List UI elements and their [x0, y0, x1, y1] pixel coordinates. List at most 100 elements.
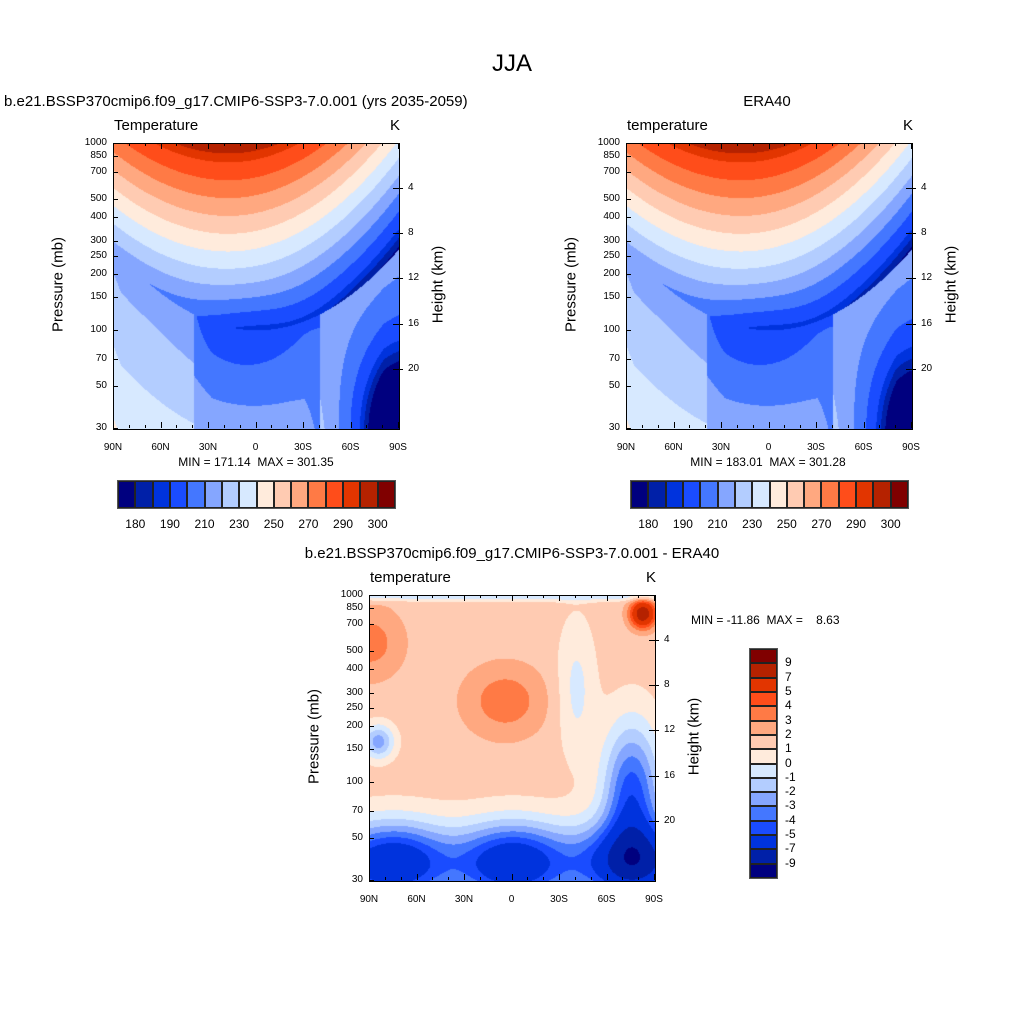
lat-minor-tick [271, 425, 273, 428]
temp-colorbar-obs-swatch [752, 481, 770, 508]
lat-tick [606, 874, 608, 880]
lat-tick-top [626, 143, 627, 149]
lat-minor-tick [382, 425, 384, 428]
height-tick-label: 8 [664, 679, 670, 691]
diff-colorbar-label: -1 [785, 769, 796, 784]
temp-colorbar-model-swatch [273, 481, 292, 508]
lat-tick-label: 60N [407, 894, 426, 905]
diff-colorbar-swatch [750, 806, 777, 821]
lat-minor-tick [318, 425, 320, 428]
lat-tick [398, 422, 399, 428]
diff-panel-ylabel-right: Height (km) [685, 697, 703, 775]
lat-tick [863, 422, 865, 428]
lat-tick-top [416, 595, 418, 601]
lat-tick-label: 30N [711, 442, 731, 453]
temp-colorbar-model-swatch [118, 481, 136, 508]
height-tick [393, 233, 399, 235]
lat-minor-tick-top [384, 595, 386, 598]
pressure-tick-label: 200 [346, 719, 363, 731]
lat-minor-tick-top [641, 143, 643, 146]
model-panel-units-label: K [390, 117, 401, 134]
height-tick [649, 730, 655, 732]
lat-minor-tick [847, 425, 849, 428]
temp-colorbar-obs-label: 230 [742, 517, 763, 531]
lat-minor-tick [689, 425, 691, 428]
lat-minor-tick [622, 877, 624, 880]
lat-tick-label: 30N [454, 894, 474, 905]
pressure-tick-label: 700 [346, 617, 363, 629]
temp-colorbar-model-swatch [135, 481, 153, 508]
lat-minor-tick [192, 425, 194, 428]
height-tick-outer [399, 278, 403, 280]
lat-minor-tick [432, 877, 434, 880]
lat-minor-tick-top [543, 595, 545, 598]
temp-colorbar-obs-swatch [734, 481, 753, 508]
temp-colorbar-obs-swatch [769, 481, 787, 508]
temp-colorbar-model-swatch [256, 481, 274, 508]
lat-minor-tick-top [239, 143, 241, 146]
pressure-tick [369, 811, 374, 813]
diff-colorbar-swatch [750, 777, 777, 793]
obs-panel-title: ERA40 [743, 93, 791, 110]
height-tick-outer [912, 188, 916, 190]
diff-colorbar-label: 9 [785, 655, 792, 670]
temp-colorbar-obs-label: 180 [638, 517, 659, 531]
diff-colorbar-swatch [750, 663, 777, 678]
pressure-tick [626, 330, 631, 332]
lat-minor-tick [705, 425, 707, 428]
obs-panel-ylabel-right: Height (km) [942, 245, 960, 323]
pressure-tick-label: 70 [608, 353, 620, 365]
pressure-tick [369, 608, 374, 610]
temp-colorbar-obs-swatch [890, 481, 908, 508]
lat-minor-tick-top [895, 143, 897, 146]
temp-colorbar-model-label: 250 [263, 517, 284, 531]
lat-minor-tick-top [622, 595, 624, 598]
lat-tick-label: 90N [103, 442, 123, 453]
lat-minor-tick [144, 425, 146, 428]
pressure-tick-label: 850 [90, 150, 107, 162]
diff-colorbar-label: 3 [785, 712, 792, 727]
pressure-tick [626, 273, 631, 275]
diff-colorbar-label: 7 [785, 669, 792, 684]
pressure-tick [113, 273, 118, 275]
height-tick-outer [912, 278, 916, 280]
temp-colorbar-model-swatch [377, 481, 395, 508]
lat-minor-tick-top [590, 595, 592, 598]
height-tick-label: 12 [921, 272, 933, 284]
temp-colorbar-obs-swatch [631, 481, 649, 508]
lat-tick [559, 874, 560, 880]
pressure-tick [369, 692, 374, 694]
temp-colorbar-obs-swatch [682, 481, 701, 508]
lat-minor-tick [641, 425, 643, 428]
lat-minor-tick-top [847, 143, 849, 146]
lat-minor-tick [384, 877, 386, 880]
diff-colorbar-label: 4 [785, 698, 792, 713]
pressure-tick-label: 300 [90, 234, 107, 246]
temp-colorbar-obs-label: 210 [707, 517, 728, 531]
lat-minor-tick [736, 425, 738, 428]
lat-tick [511, 874, 513, 880]
temp-colorbar-model-swatch [308, 481, 326, 508]
temp-colorbar-obs-label: 190 [672, 517, 693, 531]
temp-colorbar-obs-swatch [821, 481, 839, 508]
pressure-tick [369, 623, 374, 625]
temp-colorbar-model-swatch [360, 481, 378, 508]
lat-minor-tick-top [784, 143, 786, 146]
temp-colorbar-model [117, 480, 396, 509]
pressure-tick-label: 1000 [597, 137, 620, 148]
pressure-tick [626, 143, 631, 144]
pressure-tick-label: 200 [90, 267, 107, 279]
diff-panel-stats: MIN = -11.86 MAX = 8.63 [691, 613, 840, 627]
lat-minor-tick-top [366, 143, 368, 146]
lat-minor-tick [400, 877, 402, 880]
lat-minor-tick-top [448, 595, 450, 598]
contour-fill [627, 144, 912, 429]
lat-tick-top [464, 595, 465, 601]
temp-colorbar-model-swatch [291, 481, 309, 508]
temp-colorbar-obs-swatch [700, 481, 718, 508]
lat-tick-top [398, 143, 399, 149]
diff-colorbar-label: -5 [785, 827, 796, 842]
diff-colorbar-swatch [750, 691, 777, 707]
diff-colorbar-label: -7 [785, 841, 796, 856]
height-tick-label: 12 [664, 724, 676, 736]
